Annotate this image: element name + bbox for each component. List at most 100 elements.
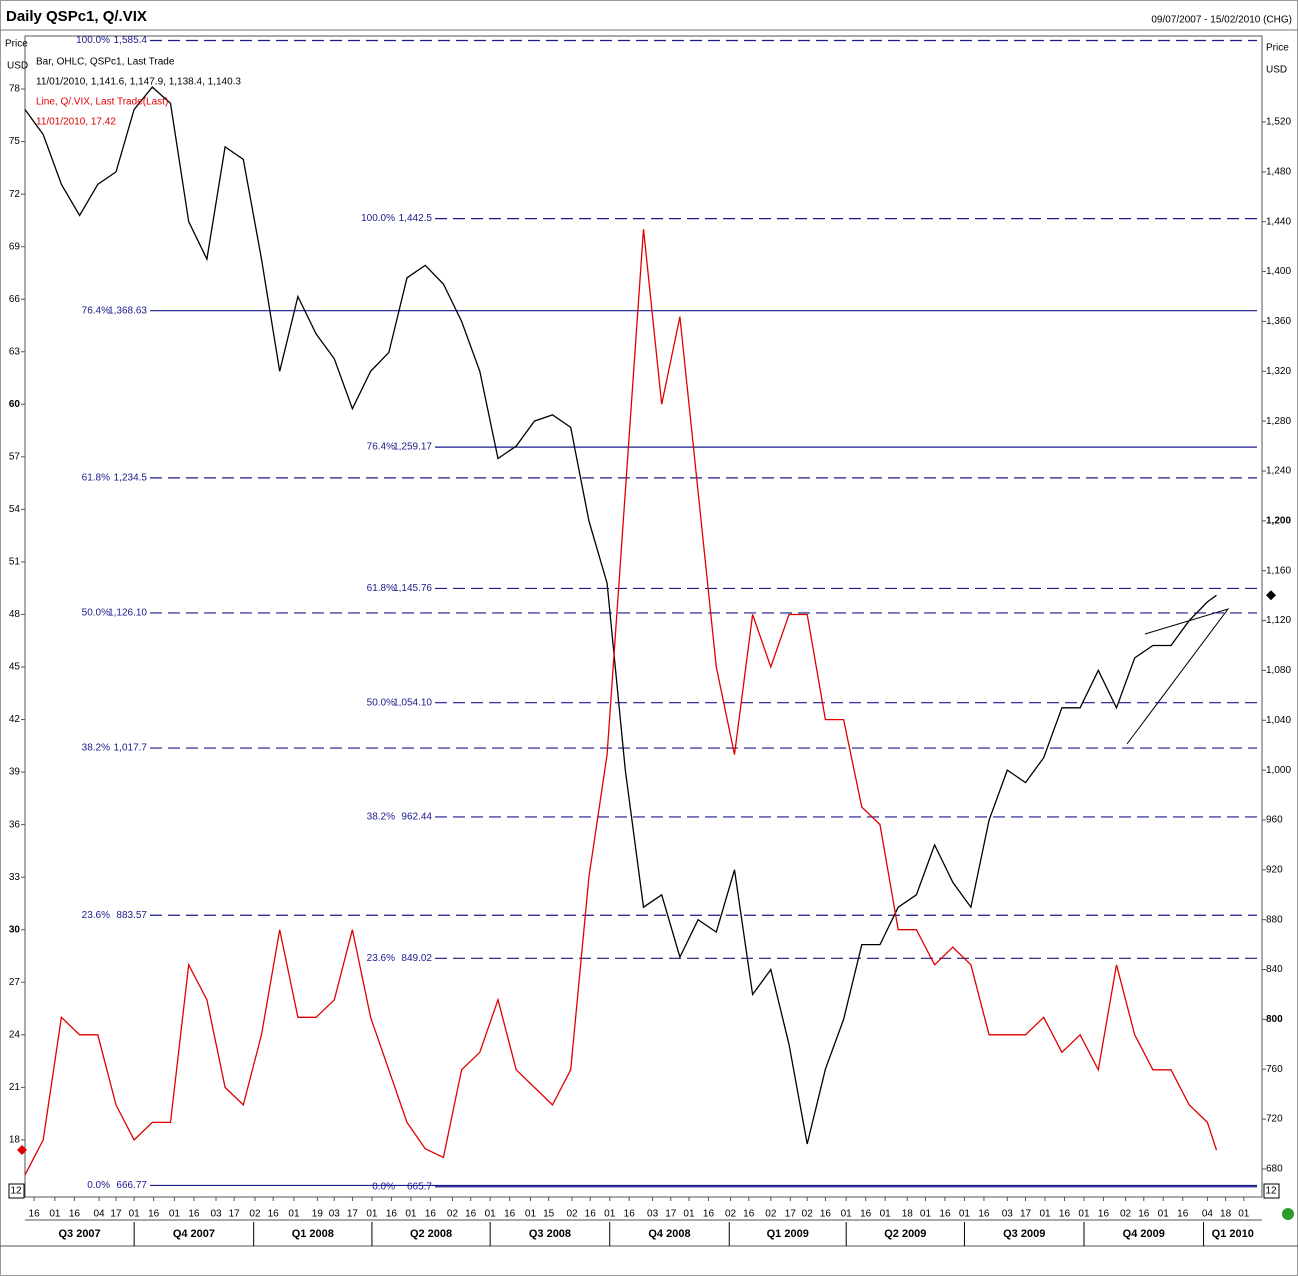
fib-value-label: 883.57	[116, 910, 147, 921]
fib-value-label: 666.77	[116, 1180, 147, 1191]
fib-label: 100.0%	[76, 35, 110, 46]
x-tick-label: 02	[566, 1209, 578, 1220]
x-tick-label: 16	[1138, 1209, 1150, 1220]
x-tick-label: 01	[525, 1209, 537, 1220]
fib-label: 50.0%	[82, 608, 110, 619]
x-tick-label: 03	[647, 1209, 659, 1220]
corner-label: 12	[1265, 1186, 1277, 1197]
y2-tick-label: 1,240	[1266, 466, 1291, 477]
fib-label: 50.0%	[367, 697, 395, 708]
y2-axis-label: Price	[1266, 43, 1289, 54]
y2-tick-label: 1,000	[1266, 765, 1291, 776]
quarter-label: Q4 2009	[1123, 1228, 1165, 1240]
series-line	[24, 229, 1218, 1176]
y2-tick-label: 840	[1266, 964, 1283, 975]
x-tick-label: 02	[249, 1209, 261, 1220]
chart-title: Daily QSPc1, Q/.VIX	[6, 8, 147, 25]
y-tick-label: 27	[9, 977, 21, 988]
x-tick-label: 16	[386, 1209, 398, 1220]
x-tick-label: 02	[725, 1209, 737, 1220]
x-tick-label: 16	[1059, 1209, 1071, 1220]
y2-tick-label: 1,320	[1266, 366, 1291, 377]
y2-tick-label: 960	[1266, 815, 1283, 826]
x-tick-label: 16	[743, 1209, 755, 1220]
y2-tick-label: 1,520	[1266, 117, 1291, 128]
fib-value-label: 1,126.10	[108, 608, 147, 619]
y2-tick-label: 800	[1266, 1014, 1283, 1025]
x-tick-label: 04	[1202, 1209, 1214, 1220]
x-tick-label: 01	[49, 1209, 61, 1220]
quarter-label: Q3 2009	[1003, 1228, 1045, 1240]
x-tick-label: 17	[347, 1209, 359, 1220]
x-tick-label: 16	[939, 1209, 951, 1220]
y-tick-label: 21	[9, 1082, 21, 1093]
x-tick-label: 16	[703, 1209, 715, 1220]
fib-label: 61.8%	[367, 583, 395, 594]
y2-tick-label: 1,200	[1266, 515, 1291, 526]
y-tick-label: 69	[9, 241, 21, 252]
x-tick-label: 03	[210, 1209, 222, 1220]
x-tick-label: 01	[129, 1209, 141, 1220]
x-tick-label: 17	[665, 1209, 677, 1220]
x-tick-label: 17	[229, 1209, 241, 1220]
quarter-label: Q1 2010	[1212, 1228, 1254, 1240]
y-tick-label: 78	[9, 84, 21, 95]
fib-label: 38.2%	[82, 743, 110, 754]
fib-label: 76.4%	[367, 442, 395, 453]
y-tick-label: 39	[9, 767, 21, 778]
x-tick-label: 16	[29, 1209, 41, 1220]
x-tick-label: 02	[765, 1209, 777, 1220]
x-tick-label: 01	[841, 1209, 853, 1220]
x-tick-label: 01	[959, 1209, 971, 1220]
y-tick-label: 75	[9, 136, 21, 147]
x-tick-label: 16	[69, 1209, 81, 1220]
fib-value-label: 1,145.76	[393, 583, 432, 594]
y2-tick-label: 920	[1266, 864, 1283, 875]
fib-label: 38.2%	[367, 812, 395, 823]
x-tick-label: 16	[978, 1209, 990, 1220]
fib-label: 100.0%	[361, 213, 395, 224]
corner-label: 12	[10, 1186, 22, 1197]
quarter-label: Q4 2007	[173, 1228, 215, 1240]
fib-label: 0.0%	[372, 1181, 395, 1192]
y-tick-label: 30	[9, 924, 21, 935]
last-value-marker	[17, 1145, 27, 1156]
y2-tick-label: 1,400	[1266, 266, 1291, 277]
y2-tick-label: 680	[1266, 1164, 1283, 1175]
x-tick-label: 18	[902, 1209, 914, 1220]
x-tick-label: 03	[329, 1209, 341, 1220]
x-tick-label: 02	[447, 1209, 459, 1220]
x-tick-label: 16	[1098, 1209, 1110, 1220]
y2-tick-label: 1,480	[1266, 167, 1291, 178]
x-tick-label: 01	[485, 1209, 497, 1220]
x-tick-label: 17	[785, 1209, 797, 1220]
y-tick-label: 24	[9, 1029, 21, 1040]
x-tick-label: 01	[288, 1209, 300, 1220]
x-tick-label: 02	[802, 1209, 814, 1220]
x-tick-label: 17	[1020, 1209, 1032, 1220]
legend-text: 11/01/2010, 1,141.6, 1,147.9, 1,138.4, 1…	[36, 77, 241, 88]
x-tick-label: 01	[880, 1209, 892, 1220]
fib-value-label: 849.02	[401, 953, 432, 964]
fib-label: 23.6%	[82, 910, 110, 921]
corner-box	[8, 1183, 25, 1199]
x-tick-label: 16	[820, 1209, 832, 1220]
y-axis-label: USD	[7, 61, 28, 72]
legend-text: 11/01/2010, 17.42	[36, 117, 116, 128]
quarter-label: Q4 2008	[648, 1228, 690, 1240]
y-axis-label: Price	[5, 39, 28, 50]
y2-tick-label: 880	[1266, 914, 1283, 925]
x-tick-label: 01	[1158, 1209, 1170, 1220]
x-tick-label: 16	[425, 1209, 437, 1220]
y2-tick-label: 1,360	[1266, 316, 1291, 327]
x-tick-label: 16	[148, 1209, 160, 1220]
x-tick-label: 16	[624, 1209, 636, 1220]
quarter-label: Q2 2009	[884, 1228, 926, 1240]
y2-tick-label: 1,160	[1266, 565, 1291, 576]
x-tick-label: 01	[920, 1209, 932, 1220]
y-tick-label: 18	[9, 1135, 21, 1146]
subtitle: 09/07/2007 - 15/02/2010 (CHG)	[1151, 15, 1292, 26]
fib-value-label: 1,442.5	[399, 213, 433, 224]
y2-tick-label: 1,440	[1266, 216, 1291, 227]
